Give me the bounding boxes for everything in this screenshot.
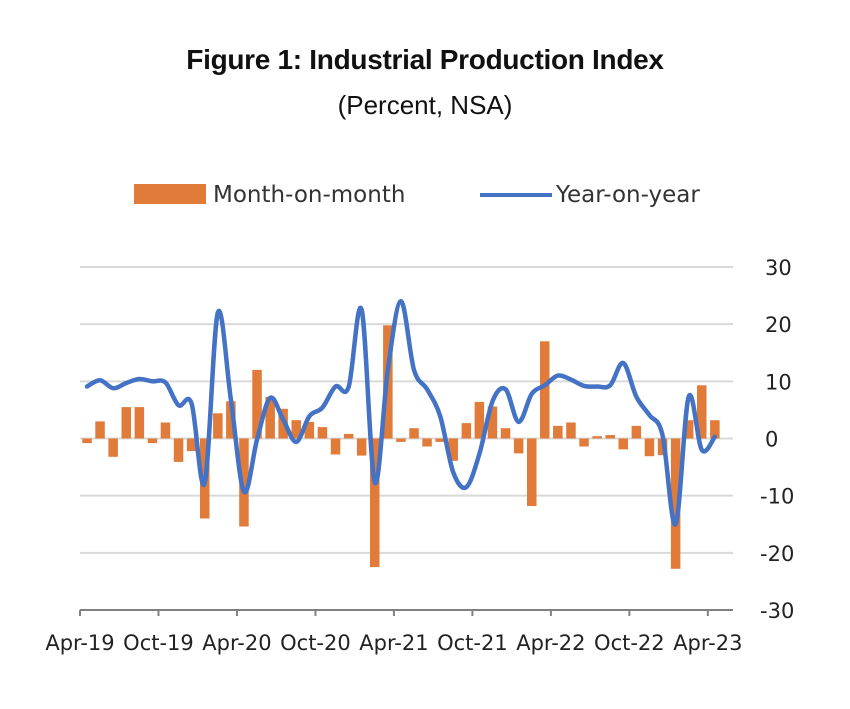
bar [500,428,511,439]
bar [409,428,419,439]
x-axis: Apr-19 Oct-19 Apr-20 Oct-20 Apr-21 Oct-21 Apr-… [45,609,742,655]
y-tick-label: -10 [760,485,794,509]
bar [370,438,380,568]
bar [95,421,105,439]
bar [527,438,537,506]
bar [226,401,236,439]
bar [540,341,550,439]
bar [592,436,602,439]
bar [330,438,341,455]
chart-title: Figure 1: Industrial Production Index [186,44,664,75]
legend-swatch-month-on-month [134,184,206,204]
x-tick-label: Apr-19 [45,631,114,655]
y-tick-label: -30 [760,599,794,623]
legend-label-year-on-year: Year-on-year [555,182,700,208]
bar [304,421,315,439]
bar [317,427,328,439]
y-tick-label: -20 [760,542,794,566]
bar [343,433,354,439]
y-tick-label: 10 [765,370,792,394]
x-tick-label: Apr-20 [202,631,271,655]
bar [474,401,485,439]
bar [108,438,118,457]
bar [291,420,301,439]
x-tick-label: Oct-20 [280,631,351,655]
y-tick-label: 20 [765,313,792,337]
bar [487,406,498,439]
bar [160,422,171,439]
x-tick-label: Apr-22 [516,631,585,655]
bar [513,438,524,454]
x-tick-label: Apr-21 [359,631,428,655]
legend-label-month-on-month: Month-on-month [213,182,405,208]
bar [448,438,458,461]
y-tick-label: 0 [765,428,778,452]
bar [697,385,707,439]
bar [265,396,275,439]
bar [670,438,681,569]
x-tick-label: Oct-22 [594,631,665,655]
bar [631,425,642,439]
chart-subtitle: (Percent, NSA) [337,90,513,120]
bar [396,438,406,442]
bar [618,438,628,450]
x-tick-label: Oct-19 [123,631,194,655]
bar [579,438,589,447]
bar [435,438,445,442]
legend: Month-on-month Year-on-year [134,182,700,208]
y-axis: 30 20 10 0 -10 -20 -30 [760,256,794,623]
x-tick-label: Apr-23 [673,631,742,655]
bar [461,423,472,439]
bar [173,438,184,462]
bar [605,435,615,439]
gridlines [80,266,733,554]
bar [710,420,720,439]
bar [356,438,367,456]
y-tick-label: 30 [765,256,792,280]
bar [422,438,432,447]
bar [147,438,158,444]
bar [134,407,145,439]
bar [186,438,197,452]
bar [213,413,223,439]
bar [553,425,563,439]
bar [121,407,131,439]
line-series-year-on-year [84,299,718,527]
bar-series-month-on-month [82,325,720,569]
bar [239,438,249,527]
bar [683,420,694,439]
bar [82,438,92,444]
bar [644,438,655,457]
x-tick-label: Oct-21 [437,631,508,655]
bar [252,369,262,439]
bar [566,422,576,439]
